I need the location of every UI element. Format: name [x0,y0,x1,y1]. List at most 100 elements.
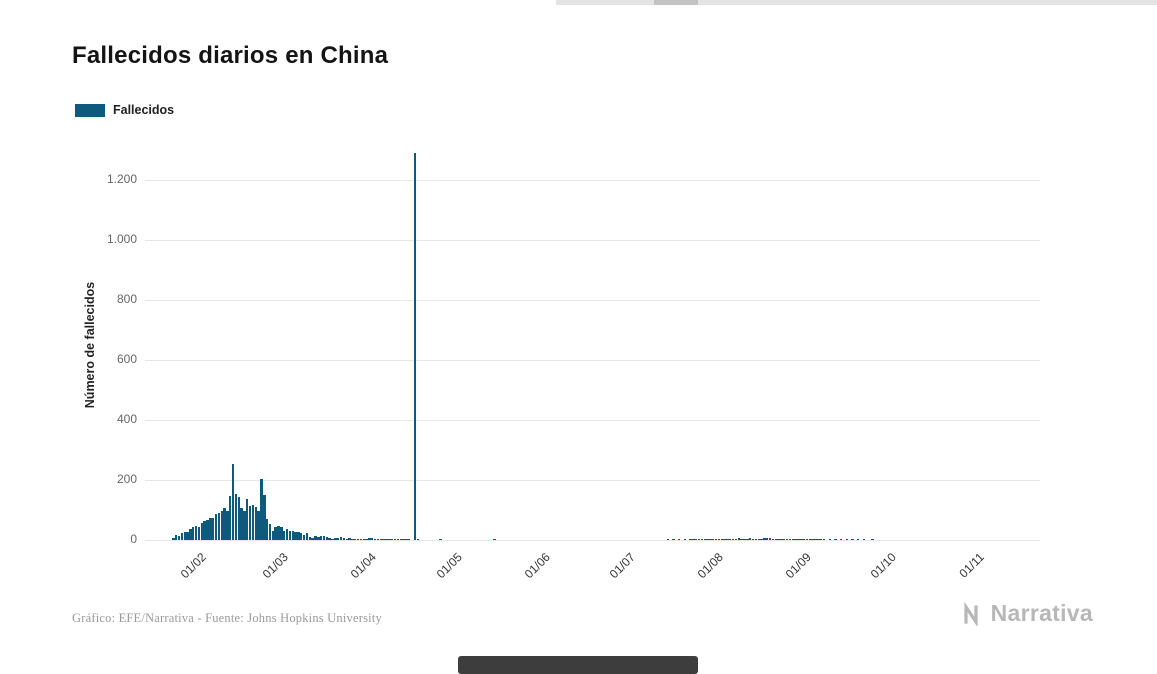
bar[interactable] [263,495,266,540]
bar[interactable] [379,539,383,540]
bar[interactable] [373,538,377,540]
bar[interactable] [328,537,331,540]
bar[interactable] [700,539,704,540]
bar[interactable] [285,528,289,540]
bar[interactable] [226,510,229,540]
bar[interactable] [308,536,311,540]
bar[interactable] [396,539,400,540]
bar[interactable] [697,539,701,540]
bar[interactable] [797,539,800,540]
bar[interactable] [785,539,789,540]
bar[interactable] [805,539,809,540]
bar[interactable] [871,539,874,540]
bar[interactable] [393,539,397,540]
bar[interactable] [845,539,848,540]
bar[interactable] [186,532,189,540]
bar[interactable] [291,531,294,540]
bar[interactable] [788,539,792,540]
bar[interactable] [814,539,817,540]
bar[interactable] [348,538,351,540]
bar[interactable] [334,537,337,540]
bar[interactable] [851,539,854,540]
bar[interactable] [237,497,240,540]
bar[interactable] [209,518,212,540]
bar[interactable] [265,518,269,540]
bar[interactable] [300,533,303,540]
bar[interactable] [368,537,371,540]
bar[interactable] [766,537,769,540]
bar[interactable] [229,496,232,540]
bar[interactable] [856,539,860,540]
bar[interactable] [248,505,252,540]
bar[interactable] [703,539,706,540]
bar[interactable] [768,538,772,540]
bar[interactable] [351,538,354,540]
bar[interactable] [737,538,741,540]
bar[interactable] [839,539,843,540]
bar[interactable] [217,513,221,540]
bar[interactable] [714,538,718,540]
bar[interactable] [220,510,223,540]
bar[interactable] [277,525,280,540]
bar[interactable] [695,539,698,540]
bar[interactable] [808,539,812,540]
bar[interactable] [319,535,323,540]
bar[interactable] [748,538,752,540]
bar[interactable] [251,504,255,540]
bar[interactable] [257,510,260,540]
bar[interactable] [777,538,780,540]
bar[interactable] [206,520,209,540]
bar[interactable] [194,526,198,540]
bar[interactable] [246,499,249,540]
bar[interactable] [828,539,831,540]
bar[interactable] [331,539,334,540]
bar[interactable] [780,538,783,540]
legend-item-fallecidos[interactable]: Fallecidos [75,103,174,117]
bar[interactable] [177,535,181,540]
bar[interactable] [413,153,417,540]
bar[interactable] [754,538,758,540]
bar[interactable] [731,538,735,540]
bar[interactable] [388,539,391,540]
bar[interactable] [365,539,368,540]
bar[interactable] [214,514,218,540]
bar[interactable] [683,539,687,540]
bar[interactable] [354,539,357,540]
bar[interactable] [322,536,326,540]
bar[interactable] [280,527,283,540]
bar[interactable] [203,520,206,540]
bar[interactable] [712,539,715,540]
bar[interactable] [302,534,306,540]
bar[interactable] [811,539,814,540]
bar[interactable] [192,527,195,540]
bar[interactable] [746,538,749,540]
bar[interactable] [800,539,803,540]
bar[interactable] [314,536,317,540]
bar[interactable] [666,539,669,540]
bar[interactable] [223,507,226,540]
bar[interactable] [180,532,184,540]
bar[interactable] [402,539,405,540]
bar[interactable] [172,537,175,540]
bar[interactable] [240,508,243,540]
bar[interactable] [763,537,766,540]
bar[interactable] [325,536,329,540]
bar[interactable] [356,538,360,540]
bar[interactable] [783,538,786,540]
bar[interactable] [774,538,777,540]
bar[interactable] [729,539,732,540]
bar[interactable] [734,538,738,540]
bar[interactable] [399,539,402,540]
bar[interactable] [197,526,201,540]
bar[interactable] [359,538,363,540]
bar[interactable] [297,531,300,540]
bar[interactable] [231,463,235,540]
bar[interactable] [183,532,186,540]
bar[interactable] [723,539,726,540]
bar[interactable] [720,538,723,540]
bar[interactable] [771,538,775,540]
bar[interactable] [493,539,496,540]
bar[interactable] [760,538,763,540]
bar[interactable] [260,478,263,540]
bar[interactable] [342,537,346,540]
